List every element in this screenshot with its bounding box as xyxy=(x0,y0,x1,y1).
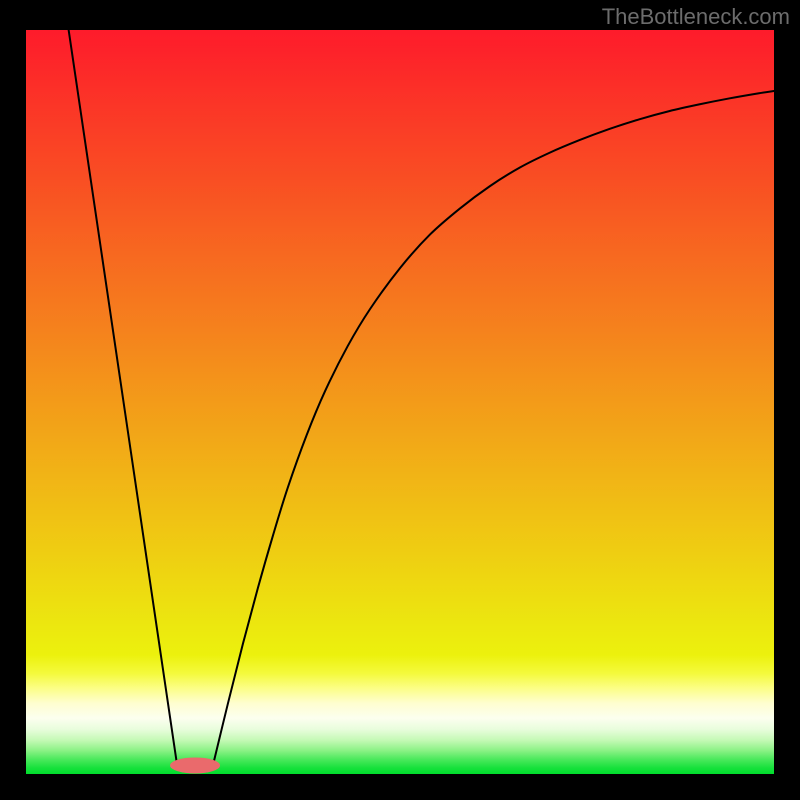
plot-area xyxy=(26,30,774,774)
chart-svg xyxy=(26,30,774,774)
watermark-text: TheBottleneck.com xyxy=(602,4,790,30)
gradient-background xyxy=(26,30,774,774)
chart-container: TheBottleneck.com xyxy=(0,0,800,800)
bottleneck-marker xyxy=(170,757,220,773)
